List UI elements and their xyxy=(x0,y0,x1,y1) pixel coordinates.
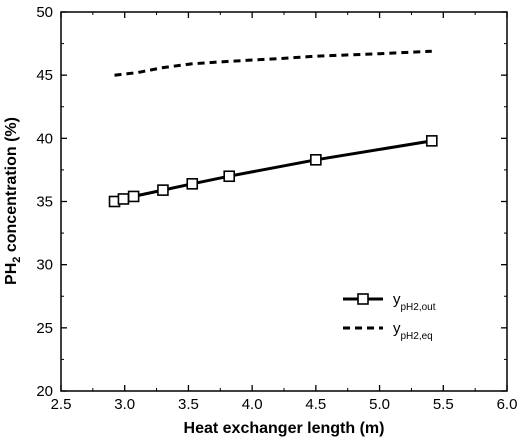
data-point-marker xyxy=(186,178,199,190)
data-point-marker xyxy=(426,135,438,147)
series-layer xyxy=(108,49,438,208)
x-axis-title: Heat exchanger length (m) xyxy=(184,420,385,437)
y-axis-title-sub: 2 xyxy=(11,257,23,263)
y-axis-title-main: PH xyxy=(3,263,20,285)
legend-label-eq: ypH2,eq xyxy=(393,320,433,342)
x-tick-label: 5.5 xyxy=(433,396,454,413)
y-tick-label: 50 xyxy=(36,4,53,21)
legend-label-out: ypH2,out xyxy=(393,291,436,313)
y-axis-title: PH2 concentration (%) xyxy=(3,117,23,285)
series-line-1 xyxy=(114,49,432,77)
x-tick-label: 3.5 xyxy=(178,396,199,413)
legend-label-eq-sub: pH2,eq xyxy=(401,331,433,342)
y-tick-label: 25 xyxy=(36,320,53,337)
y-tick-label: 45 xyxy=(36,67,53,84)
x-tick-label: 3.0 xyxy=(114,396,135,413)
x-tick-label: 5.0 xyxy=(369,396,390,413)
x-tick-label: 4.5 xyxy=(305,396,326,413)
legend-item-out: ypH2,out xyxy=(343,291,436,313)
y-tick-label: 30 xyxy=(36,257,53,274)
legend-label-out-main: y xyxy=(393,291,401,308)
data-point-marker xyxy=(310,154,322,166)
data-point-marker xyxy=(127,190,140,203)
data-point-marker xyxy=(157,184,169,196)
legend: ypH2,out ypH2,eq xyxy=(343,291,436,342)
y-axis-title-rest: concentration (%) xyxy=(3,117,20,257)
legend-item-eq: ypH2,eq xyxy=(343,320,433,342)
x-tick-label: 4.0 xyxy=(242,396,263,413)
legend-marker-out xyxy=(357,293,369,305)
x-axis-ticks: 2.5 3.0 3.5 4.0 4.5 5.0 5.5 6.0 xyxy=(51,12,518,413)
y-axis-ticks: 20 25 30 35 40 45 50 xyxy=(36,4,507,400)
legend-label-eq-main: y xyxy=(393,320,401,337)
data-point-marker xyxy=(223,170,236,183)
y-tick-label: 20 xyxy=(36,383,53,400)
y-tick-label: 40 xyxy=(36,130,53,147)
y-tick-label: 35 xyxy=(36,194,53,211)
data-point-marker xyxy=(117,193,130,205)
legend-label-out-sub: pH2,out xyxy=(401,302,436,313)
x-tick-label: 6.0 xyxy=(497,396,518,413)
x-tick-label: 2.5 xyxy=(51,396,72,413)
